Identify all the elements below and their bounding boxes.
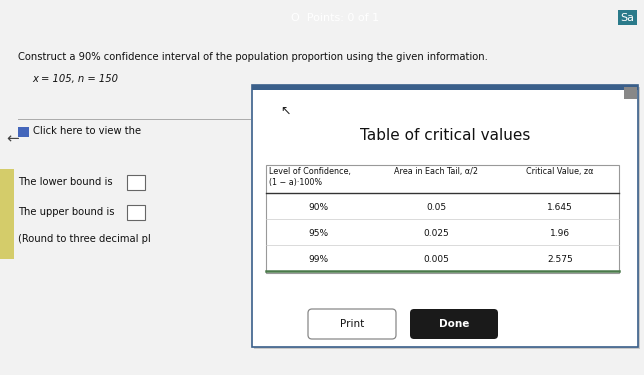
Text: 99%: 99% — [308, 255, 328, 264]
Bar — [18, 127, 29, 137]
Text: The lower bound is: The lower bound is — [18, 177, 113, 187]
Bar — [624, 87, 637, 99]
Bar — [252, 85, 638, 90]
Text: Area in Each Tail, α/2: Area in Each Tail, α/2 — [394, 167, 478, 176]
Bar — [127, 175, 145, 190]
Bar — [252, 85, 638, 347]
Text: Click here to view the: Click here to view the — [33, 126, 141, 136]
Text: (Round to three decimal pl: (Round to three decimal pl — [18, 234, 151, 244]
FancyBboxPatch shape — [308, 309, 396, 339]
Text: ←: ← — [6, 131, 19, 146]
Bar — [266, 165, 619, 273]
Text: The upper bound is: The upper bound is — [18, 207, 115, 217]
Text: Done: Done — [439, 319, 469, 329]
Text: 1.96: 1.96 — [550, 229, 570, 238]
Text: 0.025: 0.025 — [423, 229, 449, 238]
Text: Critical Value, zα: Critical Value, zα — [526, 167, 594, 176]
Text: Sa: Sa — [620, 12, 634, 22]
FancyBboxPatch shape — [410, 309, 498, 339]
Text: Construct a 90% confidence interval of the population proportion using the given: Construct a 90% confidence interval of t… — [18, 52, 488, 62]
Text: Print: Print — [340, 319, 364, 329]
Bar — [254, 87, 640, 349]
Text: ↖: ↖ — [280, 105, 290, 117]
Text: 2.575: 2.575 — [547, 255, 573, 264]
Text: x = 105, n = 150: x = 105, n = 150 — [32, 74, 118, 84]
Text: 90%: 90% — [308, 203, 328, 212]
Text: 1.645: 1.645 — [547, 203, 573, 212]
Text: O  Points: 0 of 1: O Points: 0 of 1 — [291, 12, 379, 22]
Text: Table of critical values: Table of critical values — [360, 128, 530, 142]
Text: 0.005: 0.005 — [423, 255, 449, 264]
Text: 0.05: 0.05 — [426, 203, 446, 212]
Bar — [127, 205, 145, 220]
Text: 95%: 95% — [308, 229, 328, 238]
Text: Level of Confidence,
(1 − a)·100%: Level of Confidence, (1 − a)·100% — [269, 167, 351, 187]
Bar — [0, 169, 14, 259]
